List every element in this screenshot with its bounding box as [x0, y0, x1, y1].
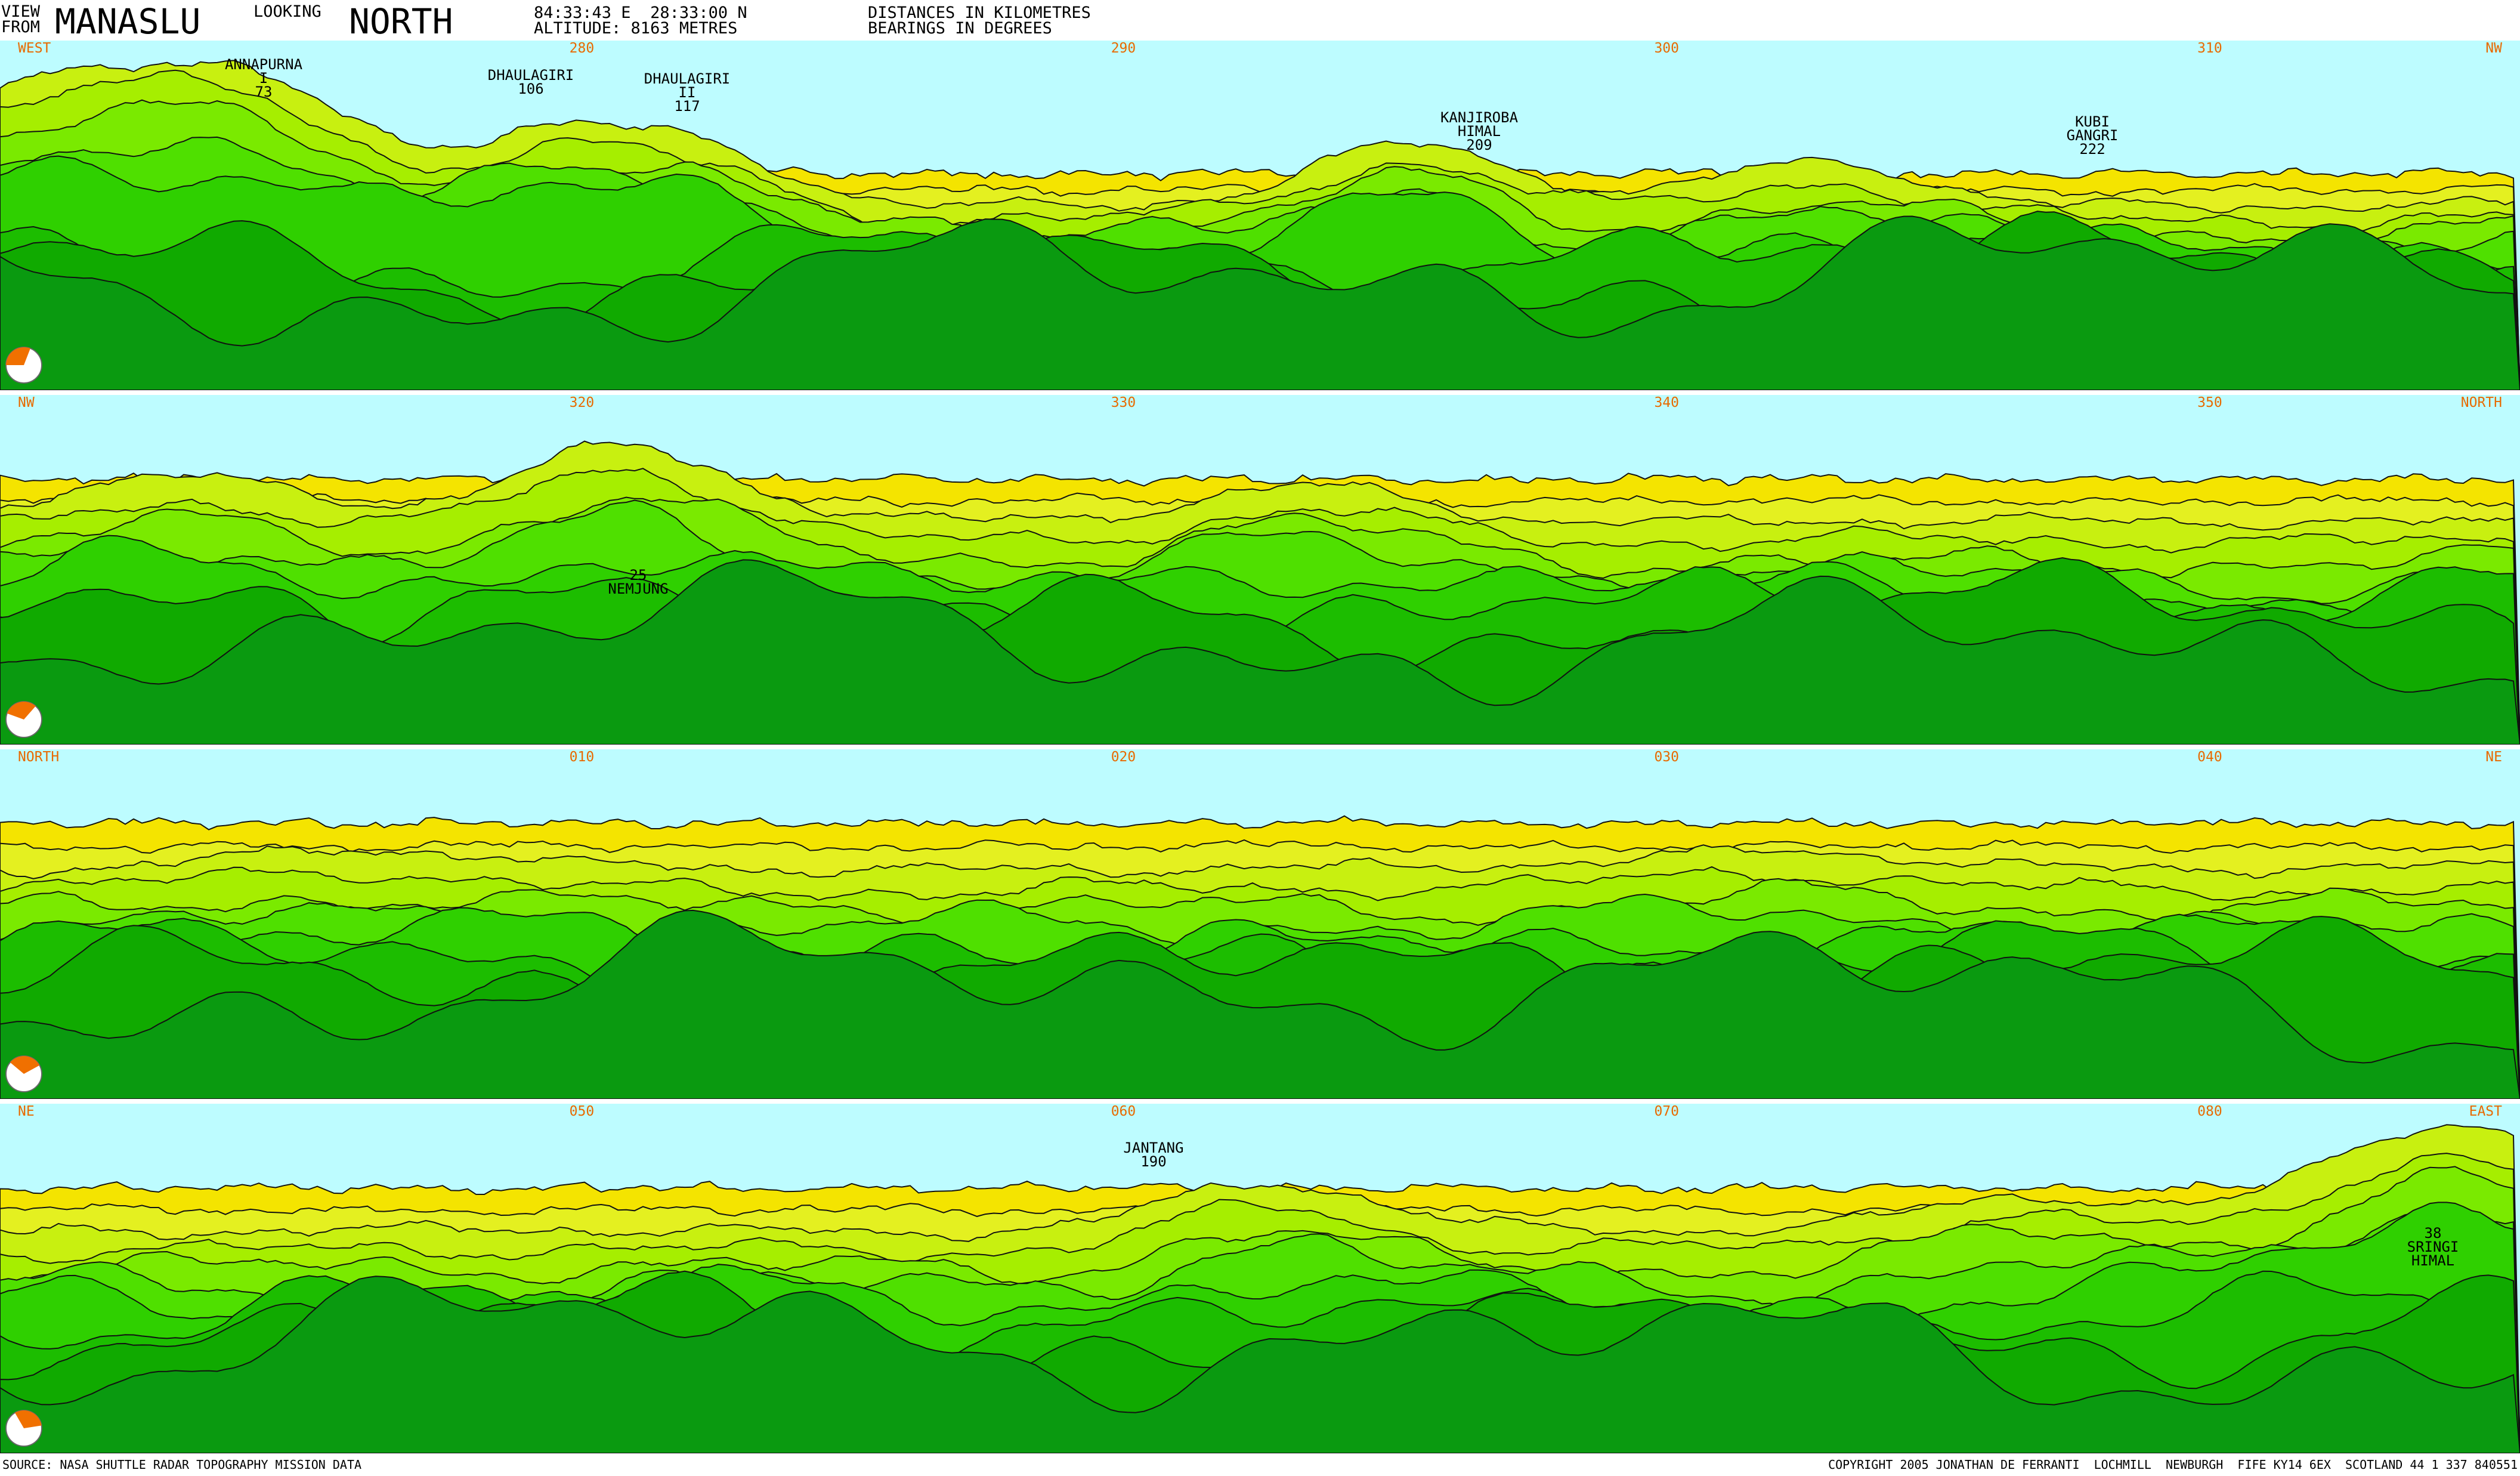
- bearing-label: NORTH: [18, 749, 59, 765]
- bearing-label: NORTH: [2461, 395, 2502, 410]
- bearing-label: 050: [570, 1104, 595, 1119]
- bearing-label: 310: [2197, 41, 2222, 56]
- peak-label: 25: [630, 567, 647, 583]
- place-name: MANASLU: [55, 1, 200, 42]
- bearing-label: 020: [1111, 749, 1136, 765]
- ridge: [0, 215, 2520, 390]
- peak-label: 106: [518, 81, 543, 97]
- peak-label: 190: [1140, 1153, 1166, 1170]
- peak-label: HIMAL: [2411, 1252, 2454, 1269]
- ridge: [0, 559, 2520, 745]
- bearing-label: 350: [2197, 395, 2222, 410]
- bearing-label: NE: [2485, 749, 2502, 765]
- bearing-label: 330: [1111, 395, 1136, 410]
- bearing-label: 080: [2197, 1104, 2222, 1119]
- bearing-label: 040: [2197, 749, 2222, 765]
- bearing-label: NW: [18, 395, 35, 410]
- peak-label: HIMAL: [1458, 123, 1501, 140]
- pie-wedge: [15, 1410, 42, 1428]
- bearing-label: 060: [1111, 1104, 1136, 1119]
- peak-label: GANGRI: [2067, 127, 2119, 144]
- panel: NORTH 010 020 030 040 NE: [0, 749, 2520, 1099]
- bearing-label: 300: [1654, 41, 1679, 56]
- peak-label: 117: [674, 98, 700, 115]
- peak-label: 38: [2425, 1225, 2442, 1242]
- bearings-note: BEARINGS IN DEGREES: [868, 19, 1052, 38]
- direction: NORTH: [349, 1, 453, 42]
- bearing-label: NE: [18, 1104, 35, 1119]
- terrain: [0, 440, 2520, 745]
- peak-label: 222: [2079, 141, 2105, 158]
- bearing-label: 340: [1654, 395, 1679, 410]
- peak-label: 73: [255, 84, 273, 100]
- peak-label: KANJIROBA: [1440, 109, 1519, 126]
- header: VIEW FROM MANASLU LOOKING NORTH 84:33:43…: [1, 1, 1091, 42]
- pie-wedge: [10, 1056, 40, 1074]
- terrain: [0, 1124, 2520, 1453]
- bearing-label: 320: [570, 395, 595, 410]
- pie-wedge: [7, 702, 36, 720]
- looking-label: LOOKING: [253, 2, 321, 21]
- bearing-label: 010: [570, 749, 595, 765]
- distances-note: DISTANCES IN KILOMETRES: [868, 4, 1091, 22]
- peak-label: NEMJUNG: [608, 580, 668, 597]
- from-label: FROM: [1, 18, 40, 36]
- peak-label: DHAULAGIRI: [488, 67, 574, 84]
- bearing-label: 030: [1654, 749, 1679, 765]
- peak-label: 209: [1466, 137, 1492, 153]
- bearing-label: 070: [1654, 1104, 1679, 1119]
- terrain: [0, 60, 2520, 390]
- ridge: [0, 1276, 2520, 1453]
- peak-label: DHAULAGIRI: [644, 70, 731, 87]
- peak-label: II: [679, 84, 696, 101]
- peak-label: JANTANG: [1123, 1140, 1183, 1156]
- view-label: VIEW: [1, 2, 41, 21]
- peak-label: SRINGI: [2407, 1239, 2459, 1255]
- peak-label: KUBI: [2075, 113, 2110, 130]
- terrain: [0, 815, 2520, 1099]
- bearing-label: EAST: [2469, 1104, 2503, 1119]
- coordinates: 84:33:43 E 28:33:00 N: [534, 4, 747, 22]
- ridge: [0, 909, 2520, 1099]
- copyright: COPYRIGHT 2005 JONATHAN DE FERRANTI LOCH…: [1828, 1458, 2518, 1472]
- source: SOURCE: NASA SHUTTLE RADAR TOPOGRAPHY MI…: [2, 1458, 361, 1472]
- peak-label: ANNAPURNA: [225, 56, 303, 73]
- altitude: ALTITUDE: 8163 METRES: [534, 19, 737, 38]
- bearing-label: 280: [570, 41, 595, 56]
- bearing-label: NW: [2485, 41, 2502, 56]
- peak-label: I: [259, 70, 268, 87]
- bearing-label: WEST: [18, 41, 51, 56]
- pie-wedge: [5, 347, 30, 365]
- bearing-label: 290: [1111, 41, 1136, 56]
